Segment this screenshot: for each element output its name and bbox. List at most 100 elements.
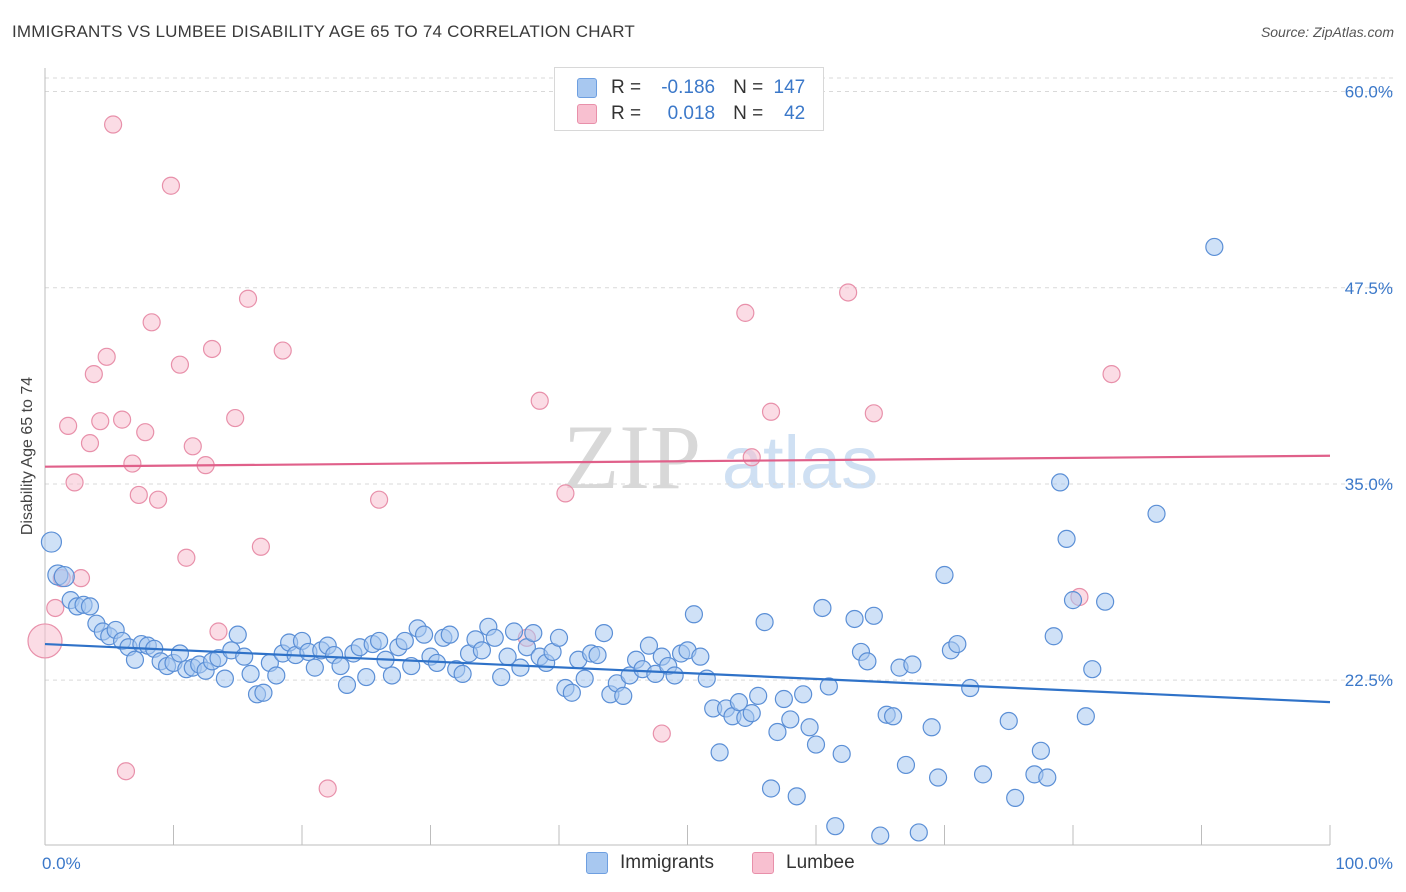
immigrants-point bbox=[864, 606, 883, 625]
immigrants-point bbox=[883, 707, 903, 726]
lumbee-point bbox=[839, 283, 858, 302]
immigrants-point bbox=[1044, 627, 1063, 646]
immigrants-point bbox=[472, 641, 491, 660]
immigrants-point bbox=[999, 711, 1018, 731]
immigrants-point bbox=[781, 710, 800, 729]
immigrants-point bbox=[1076, 707, 1095, 726]
immigrants-point bbox=[928, 768, 948, 787]
immigrants-point bbox=[562, 683, 581, 702]
legend-n-label: N = bbox=[733, 77, 764, 98]
immigrants-point bbox=[254, 683, 273, 702]
immigrants-point bbox=[440, 625, 459, 644]
immigrants-point bbox=[80, 597, 100, 616]
lumbee-point bbox=[116, 762, 136, 781]
immigrants-point bbox=[267, 666, 286, 685]
immigrants-point bbox=[125, 650, 145, 669]
immigrants-point bbox=[485, 628, 504, 647]
immigrants-point bbox=[742, 704, 761, 723]
lumbee-point bbox=[183, 437, 202, 456]
immigrants-point bbox=[382, 666, 402, 685]
immigrants-trend-line bbox=[44, 642, 1331, 704]
lumbee-point bbox=[761, 402, 781, 421]
immigrants-point bbox=[794, 685, 813, 704]
immigrants-point bbox=[832, 744, 851, 764]
immigrants-points bbox=[40, 237, 1224, 845]
immigrants-point bbox=[973, 765, 993, 784]
lumbee-point bbox=[97, 347, 116, 366]
lumbee-point bbox=[530, 391, 549, 410]
immigrants-point bbox=[331, 656, 350, 676]
immigrants-point bbox=[370, 631, 389, 651]
lumbee-point bbox=[226, 408, 245, 428]
immigrants-point bbox=[948, 634, 967, 654]
immigrants-point bbox=[1006, 788, 1025, 808]
immigrants-point bbox=[575, 669, 594, 688]
lumbee-point bbox=[736, 303, 755, 322]
legend-row-immigrants: R = -0.186 N = 147 bbox=[577, 75, 805, 101]
immigrants-point bbox=[768, 722, 787, 742]
legend-n-label: N = bbox=[733, 103, 764, 124]
lumbee-label: Lumbee bbox=[786, 852, 855, 873]
lumbee-point bbox=[112, 410, 132, 429]
lumbee-point bbox=[129, 485, 148, 505]
immigrants-point bbox=[665, 666, 684, 685]
immigrants-point bbox=[935, 565, 954, 585]
immigrants-point bbox=[53, 565, 75, 588]
immigrants-point bbox=[614, 686, 633, 705]
immigrants-point bbox=[909, 823, 928, 842]
immigrants-point bbox=[871, 826, 890, 845]
immigrants-point bbox=[1205, 237, 1224, 257]
immigrants-point bbox=[684, 605, 704, 624]
lumbee-point bbox=[170, 355, 190, 374]
immigrants-point bbox=[453, 664, 472, 684]
immigrants-point bbox=[961, 678, 980, 698]
lumbee-point bbox=[142, 313, 161, 332]
immigrants-point bbox=[40, 531, 63, 553]
immigrants-point bbox=[594, 623, 614, 643]
immigrants-point bbox=[357, 667, 376, 687]
immigrants-point bbox=[1051, 473, 1070, 492]
immigrants-point bbox=[1083, 660, 1102, 679]
lumbee-point bbox=[71, 569, 91, 588]
series-legend-immigrants[interactable]: Immigrants bbox=[586, 852, 714, 874]
lumbee-point bbox=[864, 404, 883, 423]
lumbee-point bbox=[652, 724, 671, 743]
lumbee-point bbox=[742, 448, 761, 467]
lumbee-point bbox=[251, 537, 270, 556]
immigrants-point bbox=[588, 645, 607, 665]
series-legend: Immigrants Lumbee bbox=[0, 852, 1406, 876]
lumbee-point bbox=[104, 115, 123, 134]
immigrants-point bbox=[1057, 529, 1076, 549]
y-tick-label: 47.5% bbox=[1345, 279, 1393, 298]
immigrants-point bbox=[1063, 591, 1083, 610]
legend-r-value: 0.018 bbox=[667, 103, 716, 124]
immigrants-point bbox=[806, 735, 826, 754]
lumbee-point bbox=[148, 490, 168, 509]
legend-swatch-lumbee bbox=[577, 104, 597, 124]
y-tick-label: 22.5% bbox=[1345, 671, 1393, 690]
lumbee-point bbox=[370, 490, 389, 509]
y-axis-title: Disability Age 65 to 74 bbox=[19, 377, 36, 535]
immigrants-point bbox=[826, 817, 845, 836]
immigrants-point bbox=[235, 647, 254, 666]
series-legend-lumbee[interactable]: Lumbee bbox=[752, 852, 855, 874]
lumbee-point bbox=[136, 423, 155, 442]
immigrants-point bbox=[845, 609, 864, 629]
legend-r-label: R = bbox=[611, 103, 642, 124]
y-tick-label: 35.0% bbox=[1345, 475, 1393, 494]
legend-n-value: 42 bbox=[784, 103, 806, 124]
trend-lines bbox=[44, 454, 1331, 704]
lumbee-point bbox=[202, 339, 222, 359]
lumbee-point bbox=[177, 548, 196, 567]
immigrants-point bbox=[749, 686, 768, 705]
immigrants-point bbox=[1031, 741, 1050, 760]
immigrants-point bbox=[774, 689, 793, 709]
lumbee-point bbox=[84, 364, 103, 384]
immigrants-point bbox=[170, 644, 190, 663]
immigrants-point bbox=[819, 677, 838, 696]
immigrants-point bbox=[337, 675, 357, 694]
grid-lines bbox=[45, 77, 1395, 681]
immigrants-point bbox=[691, 647, 710, 666]
immigrants-point bbox=[896, 755, 916, 775]
lumbee-point bbox=[238, 289, 258, 308]
